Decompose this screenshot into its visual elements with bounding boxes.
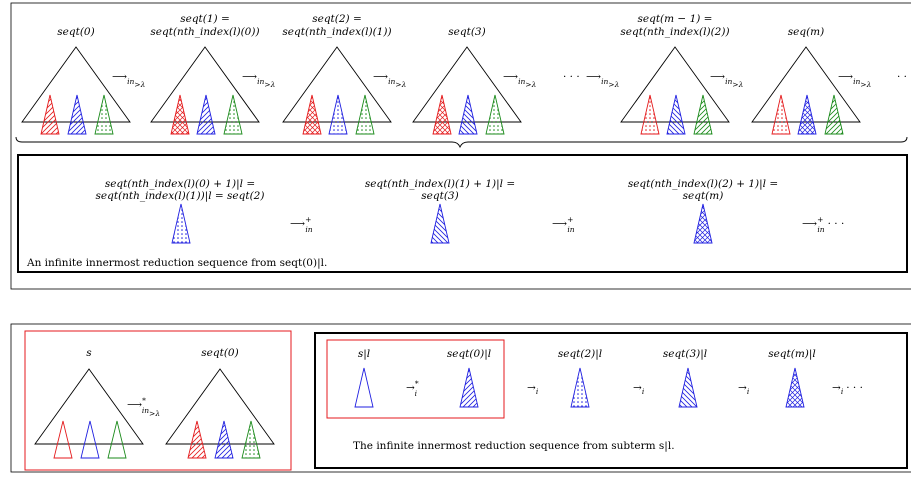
inner-label-2-l2: seqt(m): [683, 190, 724, 202]
inner-caption: An infinite innermost reduction sequence…: [26, 257, 327, 270]
inner-label-1-l2: seqt(3): [421, 190, 458, 202]
top-label-1-l2: seqt(nth_index(l)(0)): [150, 26, 259, 38]
bottom-left-trees: [34, 368, 275, 445]
top-arrow-3: ⟶in>λ: [373, 71, 407, 89]
right-arrow-1: →i: [527, 382, 539, 396]
top-arrow-2: ⟶in>λ: [242, 71, 276, 89]
bottom-label-seqt0: seqt(0): [201, 347, 238, 359]
top-label-2-l2: seqt(nth_index(l)(1)): [282, 26, 391, 38]
bottom-frame: [10, 323, 911, 473]
tree-s: [34, 368, 144, 445]
top-label-5-l1: seq(m): [788, 26, 824, 38]
right-label-4: seqt(m)|l: [768, 348, 816, 361]
right-arrow-4: →i · · ·: [832, 382, 863, 396]
top-frame: [10, 2, 911, 290]
right-label-0: s|l: [358, 348, 370, 361]
top-arrow-6: ⟶in>λ: [710, 71, 744, 89]
right-arrow-2: →i: [633, 382, 645, 396]
inner-arrows: ⟶+ in ⟶+ in ⟶+ in · · ·: [290, 215, 844, 234]
top-arrows: ⟶in>λ ⟶in>λ ⟶in>λ ⟶in>λ · · · ⟶in>λ ⟶in>…: [112, 71, 907, 89]
top-label-4-l1: seqt(m − 1) =: [638, 13, 713, 25]
bottom-left-arrow: ⟶* in>λ: [127, 396, 160, 418]
inner-label-2-l1: seqt(nth_index(l)(2) + 1)|l =: [628, 178, 778, 191]
inner-labels: seqt(nth_index(l)(0) + 1)|l = seqt(nth_i…: [96, 178, 779, 203]
top-label-2-l1: seqt(2) =: [312, 13, 362, 25]
left-highlight-box: [24, 330, 292, 471]
top-subtrees: [40, 94, 844, 135]
inner-label-0-l2: seqt(nth_index(l)(1))|l = seqt(2): [96, 190, 265, 203]
inner-arrow-3: ⟶+ in · · ·: [802, 215, 844, 234]
right-labels: s|l seqt(0)|l seqt(2)|l seqt(3)|l seqt(m…: [358, 348, 816, 361]
right-label-3: seqt(3)|l: [663, 348, 707, 361]
top-arrow-4: ⟶in>λ: [503, 71, 537, 89]
right-highlight-box: [326, 339, 505, 419]
top-label-3-l1: seqt(3): [448, 26, 485, 38]
top-dots: · · ·: [563, 71, 580, 83]
tree-seqt0: [165, 368, 275, 445]
inner-subtrees: [171, 203, 713, 244]
right-label-2: seqt(2)|l: [558, 348, 602, 361]
inner-sequence-box: [17, 154, 908, 273]
top-tree-labels: seqt(0) seqt(1) = seqt(nth_index(l)(0)) …: [57, 13, 824, 38]
inner-label-0-l1: seqt(nth_index(l)(0) + 1)|l =: [105, 178, 255, 191]
right-arrow-3: →i: [738, 382, 750, 396]
inner-arrow-1: ⟶+ in: [290, 215, 313, 234]
bottom-label-s: s: [86, 347, 92, 359]
inner-label-1-l1: seqt(nth_index(l)(1) + 1)|l =: [365, 178, 515, 191]
right-sequence-box: [314, 332, 908, 469]
right-label-1: seqt(0)|l: [447, 348, 491, 361]
inner-arrow-2: ⟶+ in: [552, 215, 575, 234]
top-label-4-l2: seqt(nth_index(l)(2)): [620, 26, 729, 38]
top-arrow-1: ⟶in>λ: [112, 71, 146, 89]
top-arrow-5: ⟶in>λ: [586, 71, 620, 89]
right-subtrees: [354, 367, 805, 408]
top-label-0-l1: seqt(0): [57, 26, 94, 38]
bottom-left-subtrees: [53, 420, 261, 459]
right-arrows: →* i →i →i →i →i · · ·: [406, 379, 863, 398]
right-arrow-star: →* i: [406, 379, 419, 398]
right-caption: The infinite innermost reduction sequenc…: [353, 440, 675, 453]
underbrace: [15, 136, 908, 149]
top-trailing-dots: · ·: [897, 71, 907, 83]
top-arrow-7: ⟶in>λ: [838, 71, 872, 89]
top-label-1-l1: seqt(1) =: [180, 13, 230, 25]
